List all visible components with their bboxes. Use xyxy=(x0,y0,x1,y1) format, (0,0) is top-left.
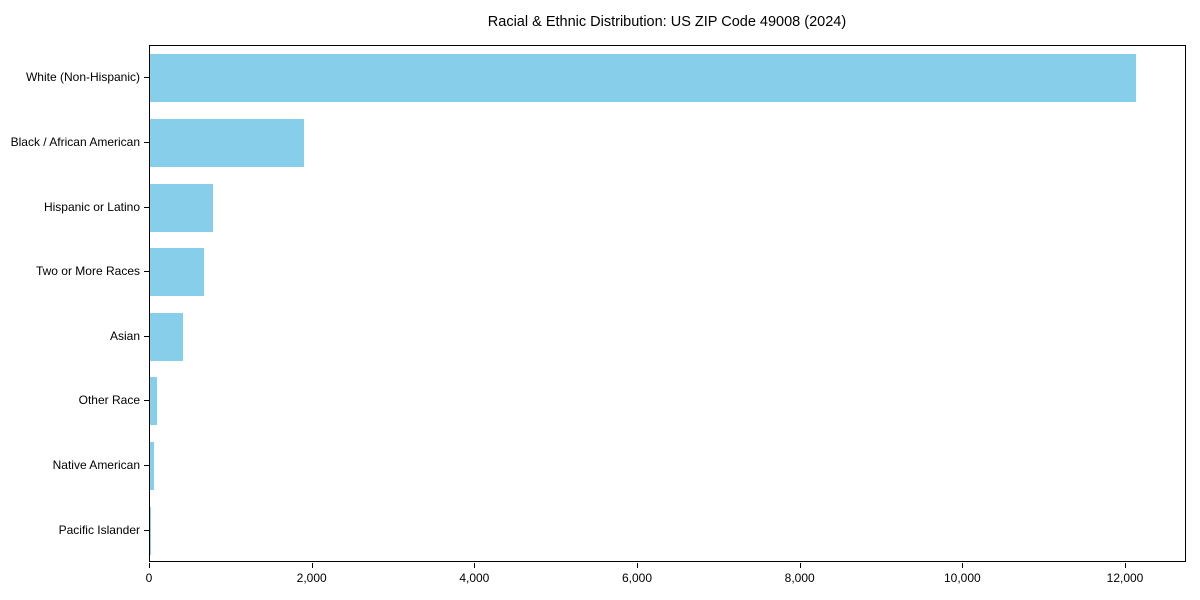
bar-native-american xyxy=(150,442,154,491)
bar-asian xyxy=(150,312,183,361)
y-tick-label: Hispanic or Latino xyxy=(43,199,140,214)
y-tick-label: Other Race xyxy=(78,393,140,408)
bar-white-non-hispanic xyxy=(150,54,1136,103)
x-tick-label: 0 xyxy=(145,571,153,585)
x-tick-label: 6,000 xyxy=(621,571,653,585)
x-tick-label: 8,000 xyxy=(784,571,815,585)
y-tick-label: Black / African American xyxy=(10,134,140,149)
y-tick-mark xyxy=(144,530,149,531)
x-tick-mark xyxy=(1125,563,1126,568)
y-tick-mark xyxy=(144,271,149,272)
plot-area xyxy=(149,45,1186,562)
y-tick-label: Pacific Islander xyxy=(58,522,140,537)
x-tick-mark xyxy=(312,563,313,568)
bar-two-or-more-races xyxy=(150,248,205,297)
x-tick-label: 4,000 xyxy=(459,571,490,585)
y-tick-mark xyxy=(144,142,149,143)
x-tick-mark xyxy=(474,563,475,568)
y-tick-label: Asian xyxy=(109,328,140,343)
y-tick-mark xyxy=(144,336,149,337)
bar-black-african-american xyxy=(150,118,304,167)
x-tick-label: 2,000 xyxy=(296,571,327,585)
y-tick-mark xyxy=(144,400,149,401)
chart-title: Racial & Ethnic Distribution: US ZIP Cod… xyxy=(487,14,847,30)
x-tick-mark xyxy=(962,563,963,568)
y-tick-label: Native American xyxy=(52,458,140,473)
x-tick-mark xyxy=(800,563,801,568)
y-tick-mark xyxy=(144,77,149,78)
bar-hispanic-or-latino xyxy=(150,183,214,232)
y-tick-label: White (Non-Hispanic) xyxy=(25,70,140,85)
y-tick-label: Two or More Races xyxy=(35,264,140,279)
bar-other-race xyxy=(150,377,157,426)
y-tick-mark xyxy=(144,465,149,466)
y-tick-mark xyxy=(144,207,149,208)
x-tick-label: 10,000 xyxy=(943,571,981,585)
bar-pacific-islander xyxy=(150,506,151,555)
x-tick-mark xyxy=(637,563,638,568)
x-tick-mark xyxy=(149,563,150,568)
x-tick-label: 12,000 xyxy=(1106,571,1144,585)
